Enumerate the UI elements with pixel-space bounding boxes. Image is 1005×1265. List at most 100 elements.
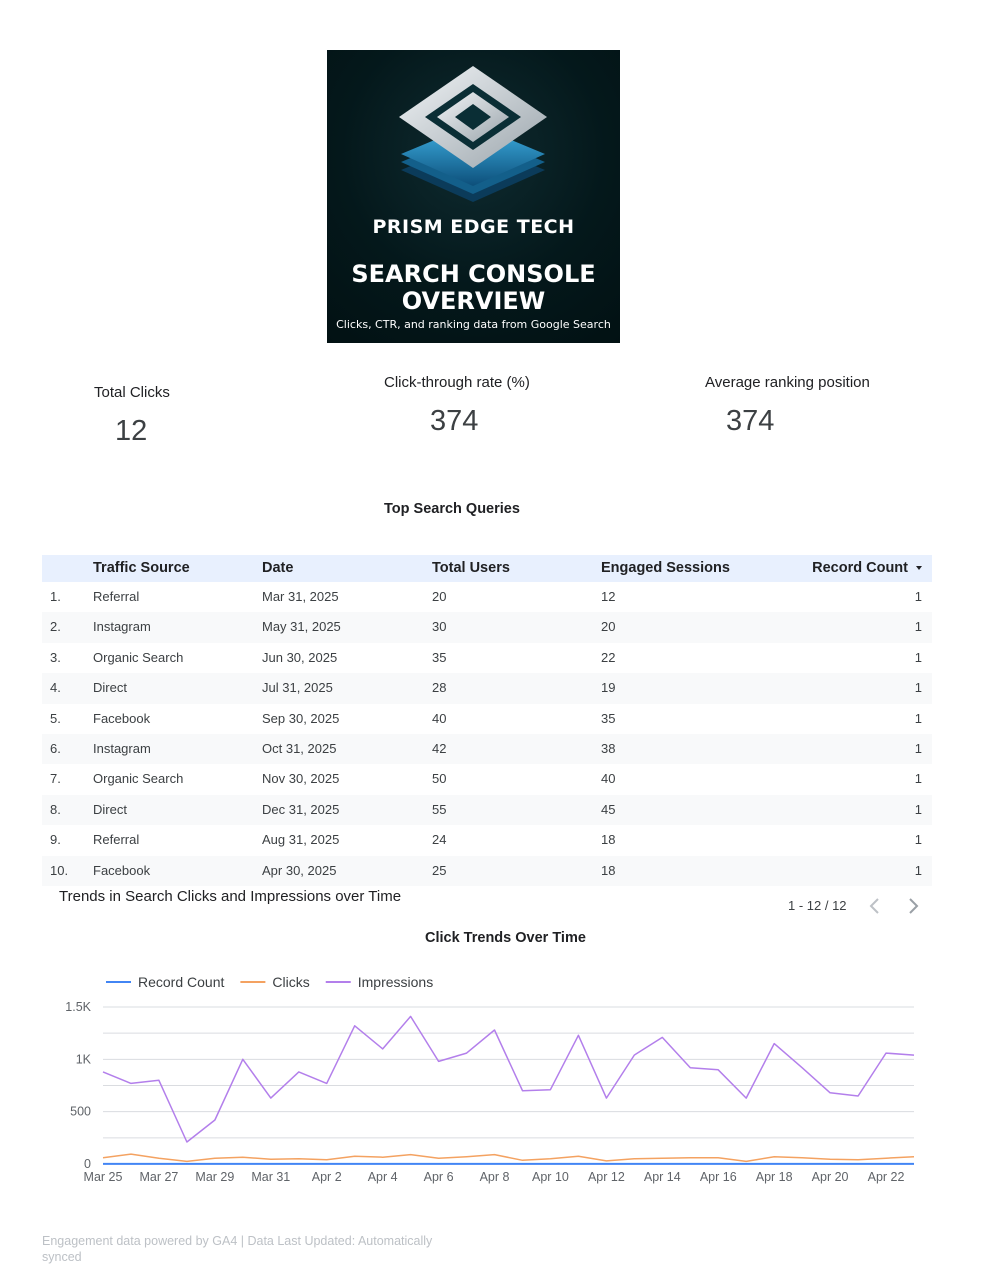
- record-count-cell: 1: [914, 801, 922, 817]
- x-tick-label: Mar 31: [251, 1170, 290, 1184]
- record-count-cell: 1: [914, 710, 922, 726]
- table-row[interactable]: 7. Organic Search Nov 30, 2025 50 40 1: [42, 764, 932, 794]
- brand-name: PRISM EDGE TECH: [372, 216, 575, 238]
- table-row[interactable]: 3. Organic Search Jun 30, 2025 35 22 1: [42, 643, 932, 673]
- total-users-cell: 40: [432, 710, 447, 726]
- date-cell: Sep 30, 2025: [262, 710, 340, 726]
- row-number: 10.: [50, 862, 69, 878]
- row-number: 2.: [50, 619, 61, 635]
- hero-title-line2: OVERVIEW: [401, 287, 546, 315]
- hero-banner: PRISM EDGE TECH SEARCH CONSOLE OVERVIEW …: [327, 50, 620, 343]
- y-tick-label: 500: [70, 1105, 91, 1119]
- prism-logo-icon: [399, 66, 547, 202]
- date-cell: Jun 30, 2025: [262, 649, 338, 665]
- record-count-cell: 1: [914, 619, 922, 635]
- traffic-source-cell: Facebook: [93, 710, 151, 726]
- total-users-cell: 30: [432, 619, 447, 635]
- table-row[interactable]: 4. Direct Jul 31, 2025 28 19 1: [42, 673, 932, 704]
- column-header-engaged-sessions[interactable]: Engaged Sessions: [601, 560, 730, 576]
- record-count-label: Record Count: [812, 560, 908, 576]
- row-number: 7.: [50, 771, 61, 787]
- traffic-source-cell: Organic Search: [93, 771, 184, 787]
- record-count-cell: 1: [914, 589, 922, 604]
- table-row[interactable]: 10. Facebook Apr 30, 2025 25 18 1: [42, 855, 932, 886]
- traffic-source-cell: Direct: [93, 801, 127, 817]
- total-users-cell: 55: [432, 801, 447, 817]
- table-row[interactable]: 6. Instagram Oct 31, 2025 42 38 1: [42, 733, 932, 765]
- traffic-source-cell: Instagram: [93, 619, 151, 635]
- total-users-cell: 50: [432, 771, 447, 787]
- engaged-sessions-cell: 22: [601, 649, 616, 665]
- legend-label: Clicks: [272, 974, 309, 990]
- x-tick-label: Mar 25: [84, 1170, 123, 1184]
- x-tick-label: Apr 14: [644, 1170, 681, 1184]
- engaged-sessions-cell: 18: [601, 862, 616, 878]
- column-header-traffic-source[interactable]: Traffic Source: [93, 560, 190, 576]
- kpi-ctr-label: Click-through rate (%): [384, 374, 530, 391]
- x-tick-label: Apr 12: [588, 1170, 625, 1184]
- kpi-avg-position-label: Average ranking position: [705, 374, 870, 391]
- row-number: 6.: [50, 740, 61, 756]
- record-count-cell: 1: [914, 832, 922, 848]
- engaged-sessions-cell: 20: [601, 619, 616, 635]
- total-users-cell: 28: [432, 680, 447, 696]
- kpi-avg-position-value: 374: [726, 405, 775, 437]
- traffic-source-cell: Instagram: [93, 740, 151, 756]
- hero-title-line1: SEARCH CONSOLE: [351, 260, 596, 288]
- click-trends-chart: 0 500 1K 1.5K Mar 25 Mar 27 Mar 29 Mar 31 Apr 2 A…: [65, 974, 915, 1184]
- table-row[interactable]: 1. Referral Mar 31, 2025 20 12 1: [42, 582, 932, 612]
- column-header-date[interactable]: Date: [262, 560, 294, 576]
- date-cell: Nov 30, 2025: [262, 771, 340, 787]
- footer-note: Engagement data powered by GA4 | Data La…: [42, 1234, 433, 1264]
- previous-page-icon[interactable]: [866, 897, 884, 915]
- column-header-total-users[interactable]: Total Users: [432, 560, 510, 576]
- row-number: 1.: [50, 589, 61, 604]
- record-count-cell: 1: [914, 771, 922, 787]
- x-tick-label: Apr 10: [532, 1170, 569, 1184]
- date-cell: Oct 31, 2025: [262, 740, 337, 756]
- x-tick-label: Mar 29: [195, 1170, 234, 1184]
- date-cell: Aug 31, 2025: [262, 832, 340, 848]
- table-row[interactable]: 8. Direct Dec 31, 2025 55 45 1: [42, 794, 932, 826]
- engaged-sessions-cell: 19: [601, 680, 616, 696]
- x-tick-label: Apr 2: [312, 1170, 342, 1184]
- traffic-source-cell: Organic Search: [93, 649, 184, 665]
- table-row[interactable]: 2. Instagram May 31, 2025 30 20 1: [42, 612, 932, 643]
- record-count-cell: 1: [914, 680, 922, 696]
- engaged-sessions-cell: 35: [601, 710, 616, 726]
- next-page-icon[interactable]: [904, 897, 922, 915]
- chart-title: Click Trends Over Time: [425, 930, 586, 946]
- traffic-source-cell: Direct: [93, 680, 127, 696]
- kpi-ctr-value: 374: [430, 405, 479, 437]
- column-header-record-count[interactable]: Record Count: [812, 555, 922, 582]
- table-header-row: Traffic Source Date Total Users Engaged …: [42, 555, 932, 582]
- date-cell: Mar 31, 2025: [262, 589, 339, 604]
- table-row[interactable]: 5. Facebook Sep 30, 2025 40 35 1: [42, 704, 932, 734]
- row-number: 4.: [50, 680, 61, 696]
- x-tick-label: Apr 8: [480, 1170, 510, 1184]
- total-users-cell: 24: [432, 832, 447, 848]
- engaged-sessions-cell: 12: [601, 589, 616, 604]
- engaged-sessions-cell: 38: [601, 740, 616, 756]
- x-tick-label: Apr 18: [756, 1170, 793, 1184]
- record-count-cell: 1: [914, 740, 922, 756]
- total-users-cell: 42: [432, 740, 447, 756]
- y-tick-label: 1K: [76, 1052, 92, 1066]
- x-tick-label: Apr 20: [812, 1170, 849, 1184]
- legend-label: Impressions: [358, 974, 433, 990]
- engaged-sessions-cell: 18: [601, 832, 616, 848]
- date-cell: Apr 30, 2025: [262, 862, 337, 878]
- series-line-impressions: [102, 1015, 915, 1143]
- traffic-source-cell: Facebook: [93, 862, 151, 878]
- hero-subtitle: Clicks, CTR, and ranking data from Googl…: [336, 318, 611, 331]
- x-tick-label: Apr 16: [700, 1170, 737, 1184]
- date-cell: Dec 31, 2025: [262, 801, 340, 817]
- kpi-total-clicks-value: 12: [115, 415, 148, 447]
- x-tick-label: Mar 27: [139, 1170, 178, 1184]
- total-users-cell: 25: [432, 862, 447, 878]
- table-row[interactable]: 9. Referral Aug 31, 2025 24 18 1: [42, 825, 932, 855]
- total-users-cell: 35: [432, 649, 447, 665]
- top-queries-table: Traffic Source Date Total Users Engaged …: [42, 555, 932, 886]
- row-number: 8.: [50, 801, 61, 817]
- x-tick-label: Apr 22: [868, 1170, 905, 1184]
